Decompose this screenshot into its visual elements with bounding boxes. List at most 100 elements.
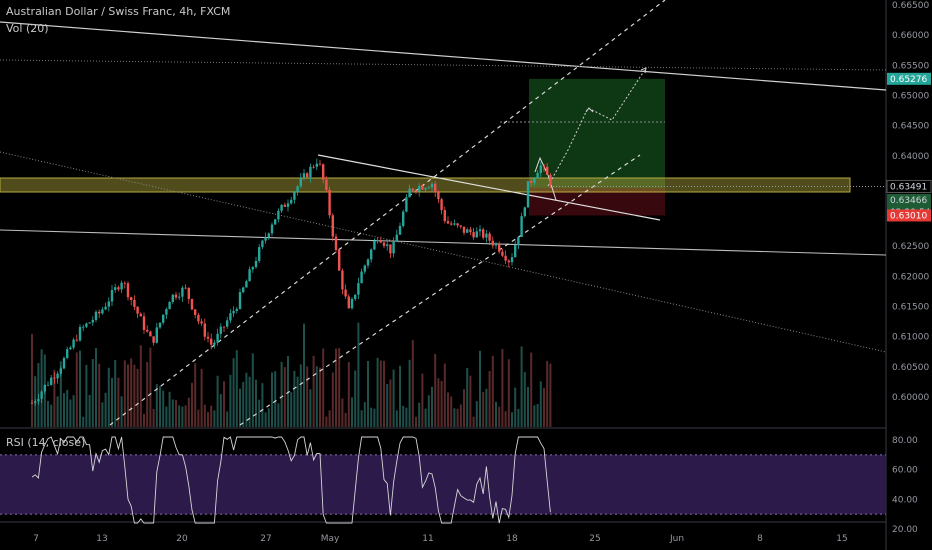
- volume-bar: [248, 376, 251, 427]
- candle-body: [229, 313, 232, 321]
- volume-bar: [162, 390, 165, 427]
- volume-bar: [415, 416, 417, 427]
- rsi-label: RSI (14, close): [6, 436, 86, 449]
- candle-body: [277, 210, 280, 220]
- rsi-tick-label: 40.00: [892, 495, 918, 505]
- volume-bar: [175, 400, 177, 427]
- rsi-tick-label: 20.00: [892, 525, 918, 535]
- volume-bar: [216, 375, 219, 427]
- candle-body: [312, 166, 315, 168]
- candle-body: [101, 309, 104, 314]
- volume-bar: [351, 397, 353, 427]
- volume-bar: [120, 396, 123, 427]
- volume-bar: [485, 388, 488, 427]
- candle-body: [510, 257, 514, 263]
- price-tag-entry-label: 0.63466: [890, 196, 927, 206]
- volume-bar: [357, 322, 360, 427]
- candle-body: [203, 323, 206, 337]
- candle-body: [427, 187, 430, 189]
- candle-body: [318, 163, 322, 165]
- volume-bar: [72, 395, 75, 427]
- candle-body: [91, 319, 94, 323]
- candle-body: [373, 241, 376, 250]
- candle-body: [376, 239, 379, 242]
- candle-body: [328, 189, 331, 216]
- volume-bar: [277, 403, 280, 427]
- candle-body: [325, 179, 328, 190]
- candle-body: [85, 323, 88, 327]
- time-tick-label: 20: [176, 534, 188, 544]
- volume-bar: [303, 323, 305, 427]
- candle-body: [126, 283, 130, 298]
- time-tick-label: 27: [260, 534, 271, 544]
- volume-bar: [274, 371, 277, 427]
- candle-body: [450, 223, 453, 225]
- price-tick-label: 0.65500: [892, 61, 929, 71]
- candle-body: [517, 236, 520, 246]
- candle-body: [302, 173, 306, 179]
- price-tag-target: [887, 72, 931, 85]
- volume-bar: [95, 348, 97, 427]
- volume-bar: [517, 408, 520, 427]
- candle-body: [478, 229, 482, 232]
- volume-bar: [373, 408, 376, 427]
- candle-body: [37, 398, 40, 402]
- volume-bars: [31, 322, 552, 427]
- volume-bar: [98, 363, 101, 427]
- candle-body: [462, 226, 466, 233]
- candle-body: [366, 259, 370, 266]
- candle-body: [344, 289, 347, 297]
- candle-body: [72, 339, 75, 348]
- candle-body: [162, 314, 165, 323]
- candle-body: [261, 240, 264, 248]
- candle-body: [232, 310, 235, 314]
- volume-bar: [197, 409, 200, 427]
- candle-body: [94, 311, 98, 320]
- candle-body: [251, 267, 254, 270]
- candle-body: [152, 336, 155, 343]
- volume-bar: [280, 361, 283, 427]
- volume-bar: [264, 412, 267, 427]
- volume-bar: [191, 382, 193, 427]
- rsi-line: [31, 436, 551, 524]
- volume-bar: [187, 397, 190, 427]
- volume-bar: [267, 408, 270, 427]
- candle-body: [354, 294, 357, 299]
- channel-lower-dashed: [239, 154, 641, 426]
- time-tick-label: May: [321, 534, 340, 544]
- volume-bar: [539, 381, 542, 427]
- volume-bar: [239, 388, 241, 427]
- candle-body: [466, 229, 469, 233]
- volume-bar: [312, 355, 315, 427]
- volume-bar: [53, 369, 56, 427]
- volume-bar: [466, 368, 469, 427]
- volume-bar: [335, 348, 337, 427]
- volume-bar: [287, 355, 289, 427]
- volume-bar: [341, 398, 344, 427]
- candle-body: [357, 283, 360, 295]
- candle-body: [213, 342, 216, 345]
- candle-body: [549, 174, 552, 186]
- volume-bar: [389, 379, 392, 427]
- volume-bar: [223, 381, 225, 427]
- candle-body: [242, 287, 245, 293]
- volume-bar: [488, 370, 491, 427]
- candle-body: [181, 287, 184, 297]
- volume-bar: [367, 361, 369, 427]
- candle-body: [411, 188, 414, 191]
- volume-bar: [114, 359, 117, 427]
- volume-bar: [386, 384, 389, 427]
- volume-bar: [325, 416, 328, 427]
- volume-bar: [184, 405, 187, 427]
- volume-bar: [543, 388, 545, 427]
- upper-trendline: [0, 21, 887, 91]
- middle-trendline: [0, 229, 887, 256]
- volume-bar: [306, 366, 309, 427]
- price-tag-stop: [887, 209, 931, 222]
- candle-body: [267, 233, 270, 238]
- volume-bar: [146, 361, 149, 427]
- lower-dotted-trendline: [0, 151, 887, 353]
- candle-body: [421, 186, 424, 190]
- candle-body: [59, 368, 62, 374]
